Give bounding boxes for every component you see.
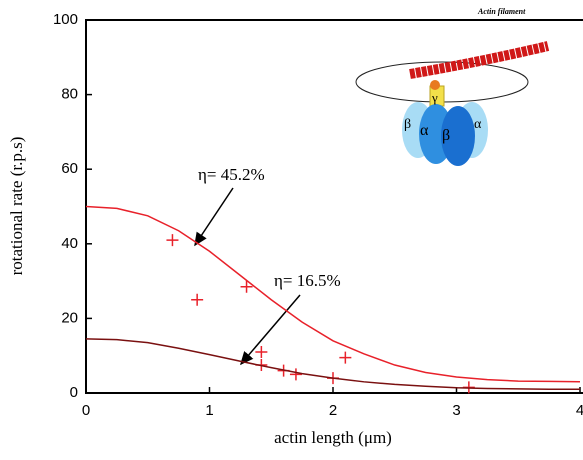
y-axis-title: rotational rate (r.p.s) — [7, 137, 26, 276]
x-tick-label: 1 — [205, 402, 213, 419]
x-tick-label: 3 — [452, 402, 460, 419]
link — [430, 80, 440, 90]
data-point — [191, 293, 204, 306]
fit-curve — [85, 338, 580, 391]
subunit — [441, 106, 475, 166]
annotation: η= 45.2% — [198, 165, 265, 184]
actin-filament — [409, 41, 550, 79]
inset-label: Actin filament — [477, 7, 526, 16]
inset-label: β — [442, 127, 450, 144]
data-point — [166, 234, 179, 247]
fit-curve — [85, 205, 581, 383]
data-point — [240, 280, 253, 293]
y-tick-label: 0 — [70, 384, 78, 401]
annotation: η= 16.5% — [274, 271, 341, 290]
arrow — [240, 294, 301, 366]
plot-frame — [85, 19, 583, 394]
y-tick-label: 80 — [61, 86, 78, 103]
inset-label: α — [420, 122, 429, 139]
data-point — [339, 351, 352, 364]
y-tick-label: 20 — [61, 309, 78, 326]
data-point — [289, 368, 302, 381]
y-tick-label: 40 — [61, 235, 78, 252]
data-point — [255, 345, 268, 358]
inset-illustration: Actin filament γ β α β α — [355, 7, 550, 166]
x-tick-label: 2 — [329, 402, 337, 419]
inset-label: γ — [431, 90, 438, 105]
x-axis-title: actin length (μm) — [274, 428, 392, 447]
x-tick-label: 4 — [576, 402, 583, 419]
y-tick-label: 60 — [61, 160, 78, 177]
inset-label: α — [474, 117, 482, 132]
arrow — [194, 187, 234, 247]
inset-label: β — [404, 117, 411, 132]
x-tick-label: 0 — [82, 402, 90, 419]
y-tick-label: 100 — [53, 11, 78, 28]
